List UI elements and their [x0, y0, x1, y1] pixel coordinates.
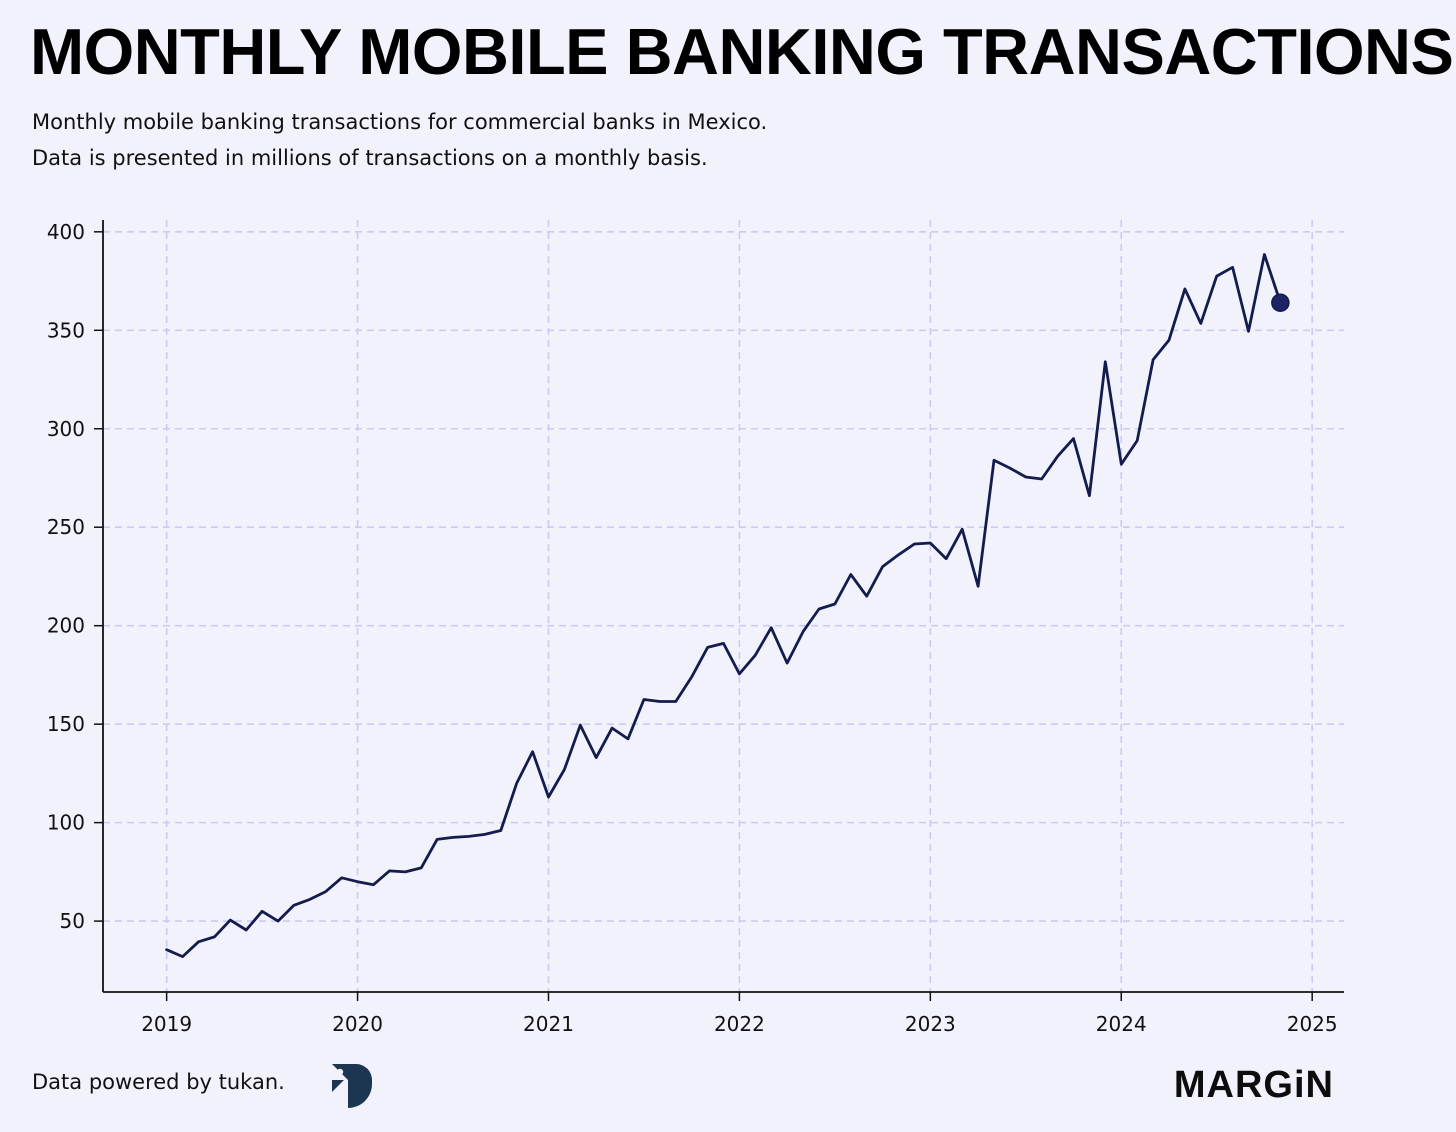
margin-brand-logo: MARGiN: [1173, 1064, 1334, 1106]
x-tick-label: 2022: [714, 1012, 765, 1036]
x-tick-label: 2023: [905, 1012, 956, 1036]
y-tick-label: 350: [47, 318, 85, 342]
chart-title: MONTHLY MOBILE BANKING TRANSACTIONS: [30, 15, 1454, 88]
source-credit: Data powered by tukan.: [32, 1070, 285, 1094]
chart-subtitle-line1: Monthly mobile banking transactions for …: [32, 110, 768, 134]
y-tick-label: 150: [47, 712, 85, 736]
x-tick-label: 2024: [1096, 1012, 1147, 1036]
tick-labels: 50 100 150 200 250 300 350 400 2019 2020 2021 2022 2…: [47, 220, 1338, 1036]
axes: [94, 220, 1344, 1001]
chart-subtitle-line2: Data is presented in millions of transac…: [32, 146, 708, 170]
series-line: [165, 253, 1282, 958]
y-tick-label: 400: [47, 220, 85, 244]
last-point-marker: [1271, 293, 1290, 312]
y-tick-label: 50: [60, 909, 85, 933]
x-tick-label: 2025: [1287, 1012, 1338, 1036]
x-tick-label: 2020: [332, 1012, 383, 1036]
y-tick-label: 200: [47, 614, 85, 638]
x-tick-label: 2021: [523, 1012, 574, 1036]
x-tick-label: 2019: [141, 1012, 192, 1036]
y-tick-label: 250: [47, 515, 85, 539]
y-tick-label: 100: [47, 811, 85, 835]
y-tick-label: 300: [47, 417, 85, 441]
grid: [103, 220, 1344, 992]
tukan-logo-icon: [330, 1062, 374, 1116]
series-layer: [165, 253, 1290, 958]
